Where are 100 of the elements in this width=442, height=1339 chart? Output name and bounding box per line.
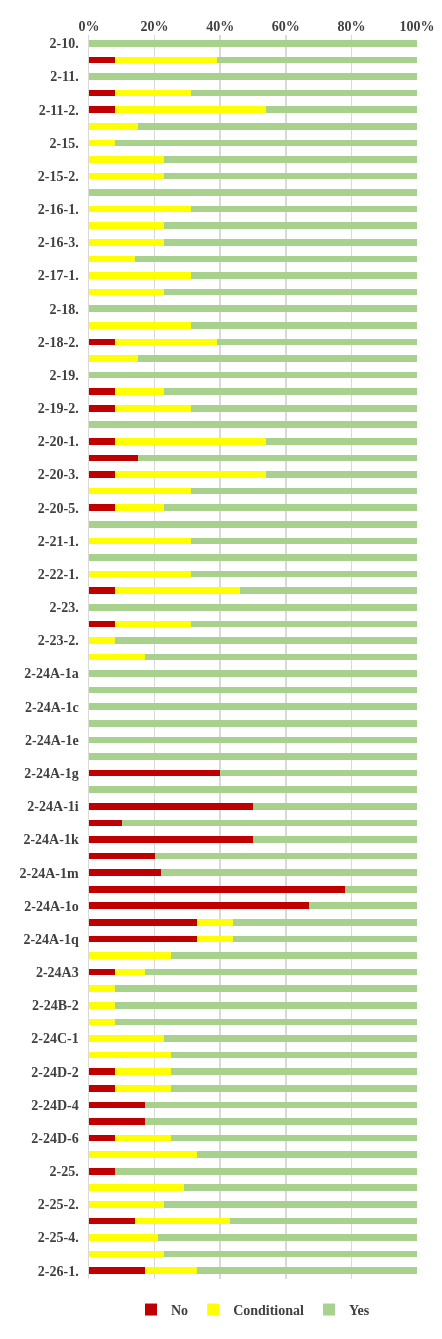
y-tick-label: 2-26-1. [37,1263,79,1279]
bar [154,852,417,860]
bar [89,1201,165,1208]
bar [89,1118,145,1125]
bar [89,189,417,196]
bar [89,139,116,147]
bar [184,1184,417,1192]
bar [216,338,417,346]
bar [164,504,417,512]
bar [89,885,345,893]
bar [266,471,417,478]
x-tick-label: 20% [140,19,169,35]
bar [239,587,417,594]
bar [171,1068,417,1075]
bar [230,1217,417,1225]
bar [89,753,417,760]
y-tick-label: 2-23-2. [37,633,79,649]
bar [115,89,191,97]
bar [89,421,417,429]
bar [89,272,191,279]
bar [89,1234,158,1241]
y-tick-label: 2-24D-4 [31,1097,79,1113]
bar [89,305,417,312]
bar [138,454,417,462]
bar [121,819,417,827]
bar [89,404,116,412]
y-tick-label: 2-17-1. [37,268,79,284]
bar [190,321,417,329]
y-tick-label: 2-24A-1e [25,732,79,748]
bar [89,653,145,661]
bar [115,587,240,594]
y-tick-label: 2-11-2. [38,102,79,118]
y-tick-label: 2-25. [49,1164,79,1180]
bar [89,1068,116,1075]
bar [89,637,116,644]
bar [89,371,417,379]
bar [164,222,417,230]
bar [89,852,155,860]
y-tick-label: 2-18-2. [37,334,79,350]
bar [89,537,191,545]
bar [197,919,234,926]
bar [89,205,191,213]
bar [89,1051,171,1059]
bar [89,1084,116,1092]
bar [89,487,191,495]
bar [89,686,417,694]
bar [89,355,139,362]
bar [89,720,417,727]
bar [115,1167,417,1175]
x-tick-label: 80% [337,19,366,35]
y-tick-label: 2-16-3. [37,235,79,251]
bar [157,1234,417,1241]
bar [89,438,116,445]
bar [115,620,191,628]
bar [266,438,417,445]
bar [115,338,217,346]
bar [89,919,198,926]
bar [89,1184,185,1192]
bar [233,919,417,926]
bar [266,106,417,113]
legend-label: No [171,1302,189,1318]
y-tick-label: 2-24C-1 [31,1031,79,1047]
bar [89,836,253,843]
bar [164,1201,417,1208]
bar [344,885,417,893]
bar [190,272,417,279]
bar [171,952,417,959]
y-tick-label: 2-24A-1i [27,799,79,815]
bar [164,156,417,163]
bar [89,122,139,130]
bar [89,1267,145,1275]
x-tick-label: 0% [78,19,100,35]
bar [89,156,165,163]
y-tick-label: 2-24A-1k [23,832,79,848]
bar [89,869,162,876]
bar [89,554,417,561]
bar [89,1134,116,1142]
bar [89,388,116,395]
bar [190,537,417,545]
x-tick-label: 60% [271,19,300,35]
bar [115,106,267,113]
y-tick-label: 2-16-1. [37,202,79,218]
bar [115,1134,171,1142]
bar [115,388,165,395]
y-tick-label: 2-15. [49,135,79,151]
bar [89,1167,116,1175]
bar [197,1267,417,1275]
bar [197,935,234,943]
bar [115,985,417,993]
bar [89,73,417,80]
y-tick-label: 2-24A3 [35,965,79,981]
bar [89,902,309,910]
y-tick-label: 2-25-4. [37,1230,79,1246]
bar [164,388,417,395]
y-tick-label: 2-10. [49,36,79,52]
bar [253,836,417,843]
bar [89,1217,135,1225]
y-tick-label: 2-24A-1a [24,666,79,682]
bar [115,637,417,644]
y-tick-label: 2-11. [50,69,79,85]
